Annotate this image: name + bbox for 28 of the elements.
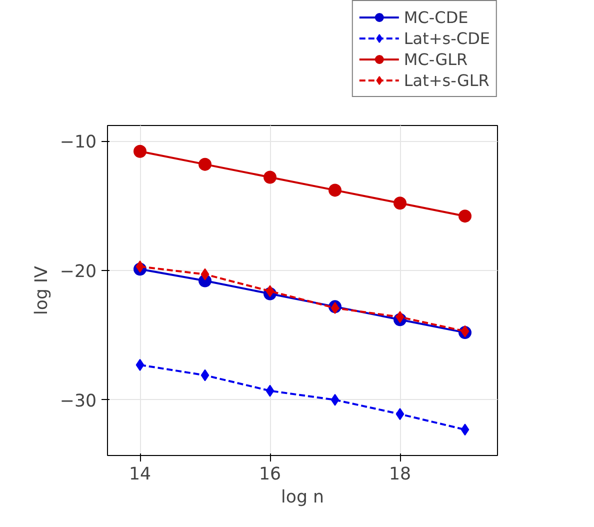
y-axis-title: log IV (32, 266, 52, 315)
y-tick-label: −10 (60, 132, 97, 153)
point (266, 384, 274, 397)
point (264, 170, 276, 184)
point (266, 285, 274, 298)
point (136, 358, 144, 371)
legend-label: MC-CDE (404, 8, 468, 26)
x-tick-label: 14 (128, 464, 152, 484)
legend-label: Lat+s-CDE (404, 28, 490, 48)
point (134, 144, 146, 158)
point (396, 408, 404, 420)
point (330, 394, 340, 406)
x-tick-label: 18 (388, 464, 412, 484)
point (396, 311, 404, 324)
point (458, 210, 472, 223)
y-tick-label: −20 (60, 262, 97, 282)
point (200, 369, 210, 382)
point (328, 184, 342, 197)
legend-label: Lat+s-GLR (404, 70, 490, 90)
point (136, 260, 144, 273)
y-tick-label: −30 (60, 391, 97, 412)
x-axis-title: log n (281, 488, 324, 508)
point (460, 424, 470, 436)
point (200, 268, 210, 280)
x-tick-label: 16 (258, 464, 282, 484)
point (198, 158, 212, 171)
legend-label: MC-GLR (404, 50, 468, 68)
point (394, 196, 406, 210)
